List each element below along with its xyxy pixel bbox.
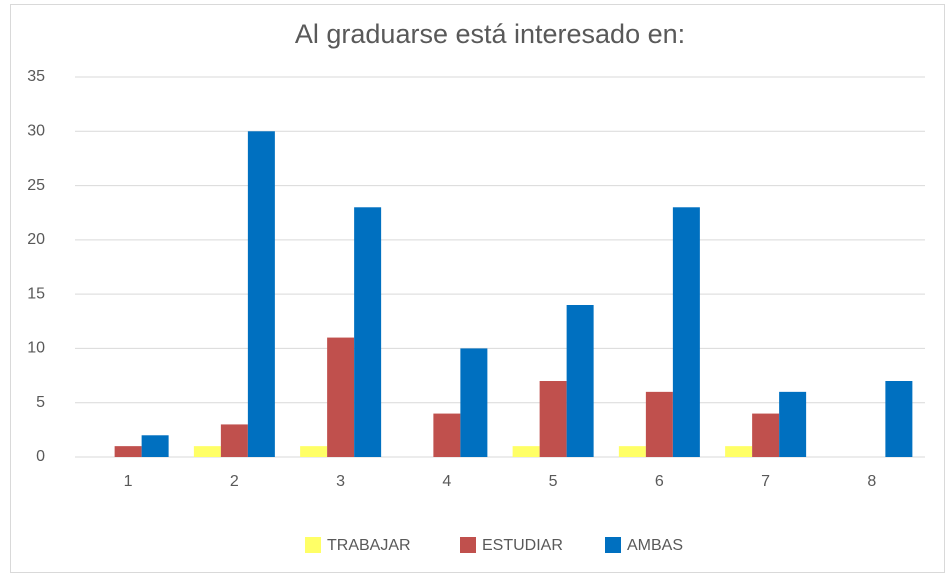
y-tick-label: 35 xyxy=(27,68,45,85)
bar xyxy=(327,337,355,457)
bar xyxy=(885,381,913,457)
x-tick-label: 1 xyxy=(124,473,133,490)
bar xyxy=(752,413,780,457)
bar xyxy=(220,424,248,457)
x-tick-label: 2 xyxy=(230,473,239,490)
chart-title: Al graduarse está interesado en: xyxy=(295,19,685,49)
bar xyxy=(512,446,540,457)
legend-label: ESTUDIAR xyxy=(482,537,563,554)
bar xyxy=(247,131,275,458)
bar xyxy=(566,305,594,457)
y-tick-label: 15 xyxy=(27,285,45,302)
bar xyxy=(539,381,567,457)
bar xyxy=(433,413,461,457)
x-tick-label: 3 xyxy=(336,473,345,490)
bar xyxy=(141,435,169,457)
bar xyxy=(354,207,382,457)
legend-label: AMBAS xyxy=(627,537,683,554)
y-tick-label: 10 xyxy=(27,340,45,357)
bar xyxy=(193,446,221,457)
y-tick-label: 5 xyxy=(36,394,45,411)
chart-frame xyxy=(10,4,945,573)
bar xyxy=(779,391,807,457)
y-tick-label: 20 xyxy=(27,231,45,248)
y-tick-label: 25 xyxy=(27,177,45,194)
bar xyxy=(618,446,646,457)
legend-label: TRABAJAR xyxy=(327,537,411,554)
bar xyxy=(725,446,753,457)
x-tick-label: 5 xyxy=(549,473,558,490)
legend-swatch xyxy=(305,537,321,553)
x-tick-label: 8 xyxy=(867,473,876,490)
x-tick-label: 6 xyxy=(655,473,664,490)
bar xyxy=(672,207,700,457)
y-tick-label: 0 xyxy=(36,448,45,465)
bar xyxy=(645,391,673,457)
x-tick-label: 4 xyxy=(442,473,451,490)
y-tick-label: 30 xyxy=(27,123,45,140)
bar xyxy=(300,446,328,457)
legend-swatch xyxy=(605,537,621,553)
x-tick-label: 7 xyxy=(761,473,770,490)
legend-swatch xyxy=(460,537,476,553)
bar xyxy=(460,348,488,457)
bar xyxy=(114,446,142,457)
